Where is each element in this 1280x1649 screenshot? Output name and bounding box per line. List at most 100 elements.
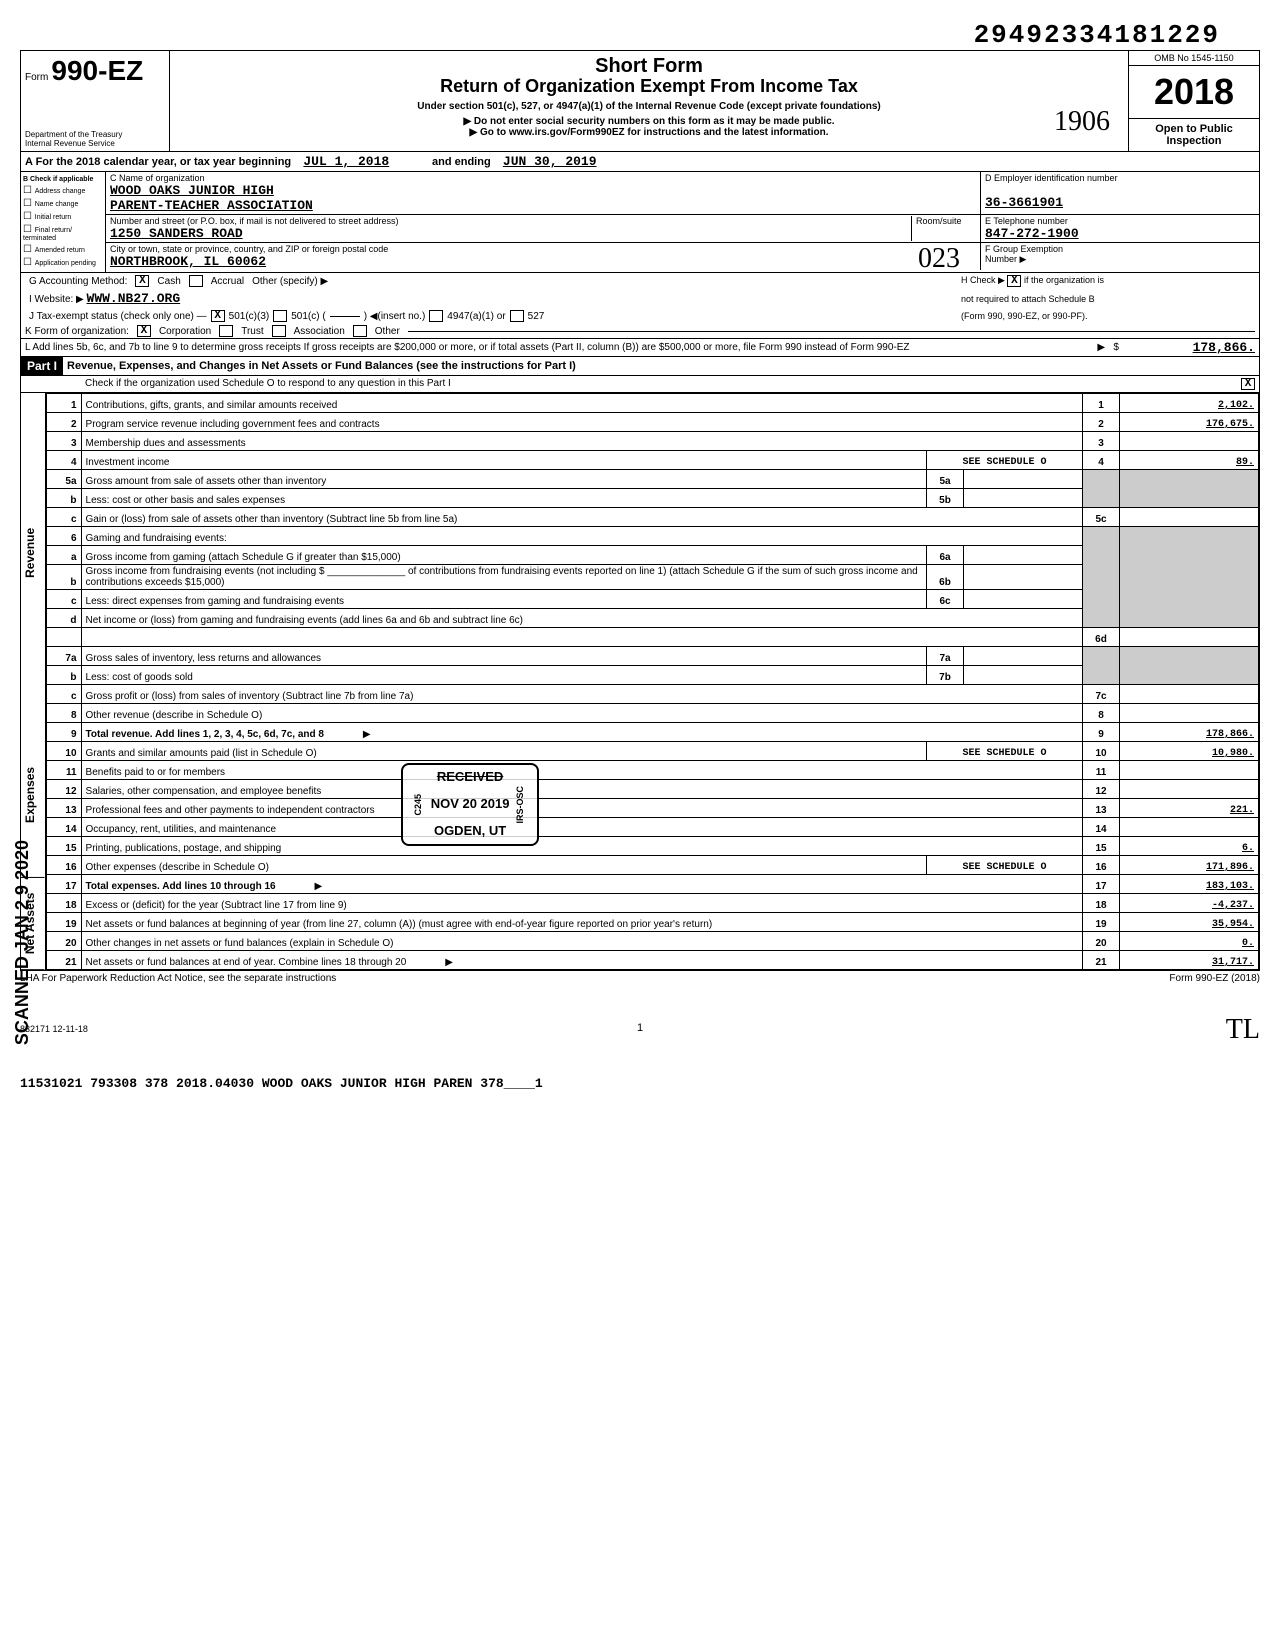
k-other: Other — [375, 326, 400, 337]
l-amount: 178,866. — [1125, 340, 1255, 355]
cb-527[interactable] — [510, 310, 524, 322]
j-label: J Tax-exempt status (check only one) — — [29, 311, 207, 322]
j-501c-open: 501(c) ( — [291, 311, 325, 322]
city-state-zip: NORTHBROOK, IL 60062 — [110, 254, 976, 269]
j-501c-close: ) ◀(insert no.) — [364, 311, 426, 322]
line-5c: cGain or (loss) from sale of assets othe… — [46, 508, 1258, 527]
footer-row: LHA For Paperwork Reduction Act Notice, … — [20, 973, 1260, 984]
k-assoc: Association — [294, 326, 345, 337]
line-19: 19Net assets or fund balances at beginni… — [46, 913, 1258, 932]
line-14: 14Occupancy, rent, utilities, and mainte… — [46, 818, 1258, 837]
form-number: 990-EZ — [51, 55, 143, 86]
k-trust: Trust — [241, 326, 263, 337]
line-9: 9Total revenue. Add lines 1, 2, 3, 4, 5c… — [46, 723, 1258, 742]
h-text4: (Form 990, 990-EZ, or 990-PF). — [957, 310, 1255, 322]
room-suite-label: Room/suite — [911, 216, 976, 241]
h-text3: not required to attach Schedule B — [957, 293, 1255, 305]
row-a-prefix: A For the 2018 calendar year, or tax yea… — [25, 156, 291, 168]
e-label: E Telephone number — [985, 216, 1255, 226]
row-a-tax-year: A For the 2018 calendar year, or tax yea… — [20, 152, 1260, 172]
tax-year-begin: JUL 1, 2018 — [303, 154, 389, 169]
l-text: L Add lines 5b, 6c, and 7b to line 9 to … — [25, 342, 1091, 353]
line-5b: bLess: cost or other basis and sales exp… — [46, 489, 1258, 508]
line-20: 20Other changes in net assets or fund ba… — [46, 932, 1258, 951]
line-5a: 5aGross amount from sale of assets other… — [46, 470, 1258, 489]
line-6d: dNet income or (loss) from gaming and fu… — [46, 609, 1258, 628]
website: WWW.NB27.ORG — [87, 291, 181, 306]
org-name-2: PARENT-TEACHER ASSOCIATION — [110, 198, 976, 213]
line-11: 11Benefits paid to or for members11 — [46, 761, 1258, 780]
j-4947: 4947(a)(1) or — [447, 311, 505, 322]
lines-g-through-l: G Accounting Method: X Cash Accrual Other… — [20, 273, 1260, 357]
stamp-location: OGDEN, UT — [413, 823, 527, 840]
i-label: I Website: ▶ — [29, 294, 84, 305]
part1-header-row: Part I Revenue, Expenses, and Changes in… — [20, 357, 1260, 376]
g-cash: Cash — [157, 276, 180, 287]
line-12: 12Salaries, other compensation, and empl… — [46, 780, 1258, 799]
line-2: 2Program service revenue including gover… — [46, 413, 1258, 432]
entity-info-grid: B Check if applicable Address change Nam… — [20, 172, 1260, 273]
k-corp: Corporation — [159, 326, 211, 337]
city-label: City or town, state or province, country… — [110, 244, 976, 254]
cb-501c3[interactable]: X — [211, 310, 225, 322]
line-13: 13Professional fees and other payments t… — [46, 799, 1258, 818]
cb-schedule-b[interactable]: X — [1007, 275, 1021, 287]
cb-other[interactable] — [353, 325, 367, 337]
footer-lha: LHA For Paperwork Reduction Act Notice, … — [20, 973, 336, 984]
handwritten-023: 023 — [918, 243, 960, 275]
stamp-received: RECEIVED — [413, 769, 527, 786]
cb-schedule-o-part1[interactable]: X — [1241, 378, 1255, 390]
ein: 36-3661901 — [985, 195, 1255, 210]
cb-name-change[interactable]: Name change — [23, 198, 103, 209]
open-to-public: Open to Public Inspection — [1129, 118, 1259, 151]
cb-4947[interactable] — [429, 310, 443, 322]
title-short-form: Short Form — [178, 55, 1120, 78]
scanned-stamp: SCANNED JAN 2 9 2020 — [12, 840, 33, 1045]
tax-year: 2018 — [1129, 66, 1259, 118]
cb-cash[interactable]: X — [135, 275, 149, 287]
subtitle: Under section 501(c), 527, or 4947(a)(1)… — [178, 101, 1120, 112]
h-text1: H Check ▶ — [961, 275, 1005, 285]
line-6: 6Gaming and fundraising events: — [46, 527, 1258, 546]
line-21: 21Net assets or fund balances at end of … — [46, 951, 1258, 970]
stamp-date: NOV 20 2019 — [431, 796, 510, 813]
line-10: 10Grants and similar amounts paid (list … — [46, 742, 1258, 761]
f-label: F Group Exemption — [985, 244, 1063, 254]
cb-trust[interactable] — [219, 325, 233, 337]
line-4: 4Investment incomeSEE SCHEDULE O489. — [46, 451, 1258, 470]
j-527: 527 — [528, 311, 545, 322]
col-b-checkboxes: B Check if applicable Address change Nam… — [21, 172, 106, 272]
line-7a: 7aGross sales of inventory, less returns… — [46, 647, 1258, 666]
line-3: 3Membership dues and assessments3 — [46, 432, 1258, 451]
line-6b: bGross income from fundraising events (n… — [46, 565, 1258, 590]
cb-accrual[interactable] — [189, 275, 203, 287]
omb-number: OMB No 1545-1150 — [1129, 51, 1259, 66]
g-accrual: Accrual — [211, 276, 244, 287]
line-16: 16Other expenses (describe in Schedule O… — [46, 856, 1258, 875]
part1-table: Revenue Expenses Net Assets 1Contributio… — [20, 393, 1260, 971]
c-label: C Name of organization — [110, 173, 976, 183]
part1-label: Part I — [21, 357, 63, 375]
cb-amended-return[interactable]: Amended return — [23, 244, 103, 255]
line-6a: aGross income from gaming (attach Schedu… — [46, 546, 1258, 565]
line-1: 1Contributions, gifts, grants, and simil… — [46, 394, 1258, 413]
line-7c: cGross profit or (loss) from sales of in… — [46, 685, 1258, 704]
cb-address-change[interactable]: Address change — [23, 185, 103, 196]
instruction-url: ▶ Go to www.irs.gov/Form990EZ for instru… — [178, 127, 1120, 138]
form-prefix: Form — [25, 72, 48, 83]
d-label: D Employer identification number — [985, 173, 1255, 183]
cb-application-pending[interactable]: Application pending — [23, 257, 103, 268]
cb-final-return[interactable]: Final return/ terminated — [23, 224, 103, 242]
dln: 29492334181229 — [20, 20, 1260, 50]
h-text2: if the organization is — [1024, 275, 1104, 285]
cb-initial-return[interactable]: Initial return — [23, 211, 103, 222]
line-18: 18Excess or (deficit) for the year (Subt… — [46, 894, 1258, 913]
cb-501c[interactable] — [273, 310, 287, 322]
telephone: 847-272-1900 — [985, 226, 1255, 241]
cb-corp[interactable]: X — [137, 325, 151, 337]
title-return: Return of Organization Exempt From Incom… — [178, 76, 1120, 97]
cb-assoc[interactable] — [272, 325, 286, 337]
g-other: Other (specify) ▶ — [252, 276, 328, 287]
g-label: G Accounting Method: — [29, 276, 127, 287]
row-a-mid: and ending — [432, 156, 491, 168]
